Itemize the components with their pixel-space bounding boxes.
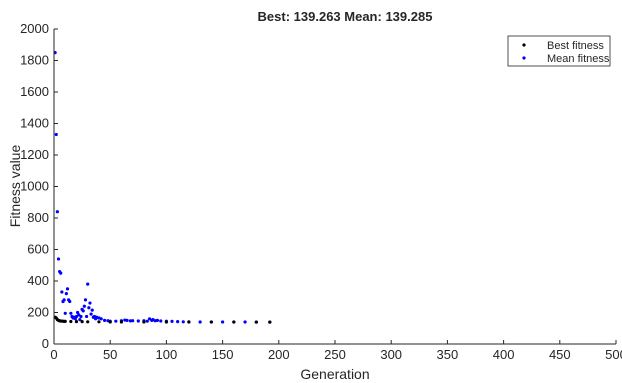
mean-fitness-point (87, 306, 91, 310)
mean-fitness-point (68, 299, 72, 304)
mean-fitness-point (82, 304, 86, 308)
mean-fitness-point (243, 320, 247, 324)
mean-fitness-point (136, 319, 140, 323)
mean-fitness-point (55, 210, 59, 214)
best-fitness-point (97, 320, 101, 324)
best-fitness-point (209, 320, 213, 324)
y-tick-label: 1400 (20, 116, 49, 131)
x-tick-label: 250 (324, 347, 346, 362)
mean-fitness-point (74, 314, 79, 319)
data-marks (53, 51, 272, 324)
x-tick-label: 350 (437, 347, 459, 362)
legend-marker-best (522, 43, 526, 47)
best-fitness-point (119, 320, 124, 324)
y-ticks: 0 200 400 600 800 1000 1200 1400 1600 1800 2000 (20, 21, 58, 351)
mean-fitness-point (221, 320, 225, 324)
best-fitness-point (86, 320, 90, 324)
mean-fitness-point (176, 320, 180, 324)
best-fitness-point (108, 320, 112, 324)
mean-fitness-point (155, 318, 160, 322)
mean-fitness-point (84, 314, 89, 319)
best-fitness-point (187, 320, 191, 324)
mean-fitness-point (79, 314, 83, 319)
best-fitness-point (142, 320, 146, 324)
y-tick-label: 1200 (20, 147, 49, 162)
y-tick-label: 1600 (20, 84, 49, 99)
mean-fitness-point (181, 320, 185, 324)
mean-fitness-point (125, 318, 129, 322)
mean-fitness-point (170, 319, 174, 323)
y-axis-label: Fitness value (7, 145, 23, 228)
mean-fitness-point (64, 292, 68, 296)
x-tick-label: 400 (493, 347, 515, 362)
y-tick-label: 200 (27, 305, 49, 320)
x-tick-label: 300 (380, 347, 402, 362)
legend: Best fitness Mean fitness (507, 35, 611, 67)
mean-fitness-point (77, 313, 81, 317)
mean-fitness-point (145, 319, 149, 323)
best-fitness-point (268, 320, 272, 324)
x-tick-label: 0 (50, 347, 57, 362)
mean-fitness-point (90, 308, 94, 312)
mean-fitness-point (198, 320, 202, 324)
mean-fitness-point (83, 298, 88, 302)
mean-fitness-point (99, 317, 103, 321)
x-axis-label: Generation (300, 366, 369, 382)
mean-fitness-point (131, 319, 135, 323)
legend-box (507, 35, 611, 67)
x-tick-label: 500 (605, 347, 622, 362)
mean-fitness-point (86, 282, 90, 286)
mean-fitness-point (102, 318, 107, 322)
mean-fitness-point (62, 298, 66, 302)
mean-fitness-point (159, 319, 163, 323)
mean-fitness-point (88, 301, 92, 305)
mean-fitness-point (89, 312, 93, 316)
y-tick-label: 1000 (20, 179, 49, 194)
mean-fitness-point (59, 271, 63, 275)
x-tick-label: 50 (103, 347, 117, 362)
x-tick-label: 450 (549, 347, 571, 362)
best-fitness-point (164, 320, 168, 324)
mean-fitness-point (56, 257, 61, 261)
x-tick-label: 200 (268, 347, 290, 362)
y-tick-label: 1800 (20, 53, 49, 68)
chart-title: Best: 139.263 Mean: 139.285 (258, 9, 433, 24)
best-fitness-point (74, 320, 79, 324)
y-tick-label: 400 (27, 273, 49, 288)
legend-label-mean: Mean fitness (547, 53, 610, 65)
mean-fitness-point (54, 132, 58, 137)
mean-fitness-point (78, 317, 82, 322)
mean-fitness-point (114, 319, 118, 323)
best-fitness-series (53, 315, 272, 324)
mean-fitness-point (60, 290, 64, 294)
mean-fitness-point (69, 311, 73, 315)
best-fitness-point (254, 320, 258, 324)
best-fitness-point (63, 319, 67, 323)
y-tick-label: 600 (27, 242, 49, 257)
y-tick-label: 0 (42, 336, 49, 351)
mean-fitness-point (65, 287, 70, 291)
mean-fitness-point (147, 317, 152, 321)
legend-marker-mean (522, 56, 526, 60)
mean-fitness-point (63, 311, 67, 315)
x-tick-label: 100 (156, 347, 178, 362)
best-fitness-point (69, 319, 73, 324)
best-fitness-point (232, 320, 236, 324)
y-tick-label: 800 (27, 210, 49, 225)
x-tick-label: 150 (212, 347, 234, 362)
x-ticks: 0 50 100 150 200 250 300 350 400 450 500 (50, 340, 622, 362)
mean-fitness-point (81, 309, 85, 313)
plot-area (54, 29, 616, 344)
y-tick-label: 2000 (20, 21, 49, 36)
best-fitness-point (80, 320, 84, 324)
legend-label-best: Best fitness (547, 40, 604, 52)
